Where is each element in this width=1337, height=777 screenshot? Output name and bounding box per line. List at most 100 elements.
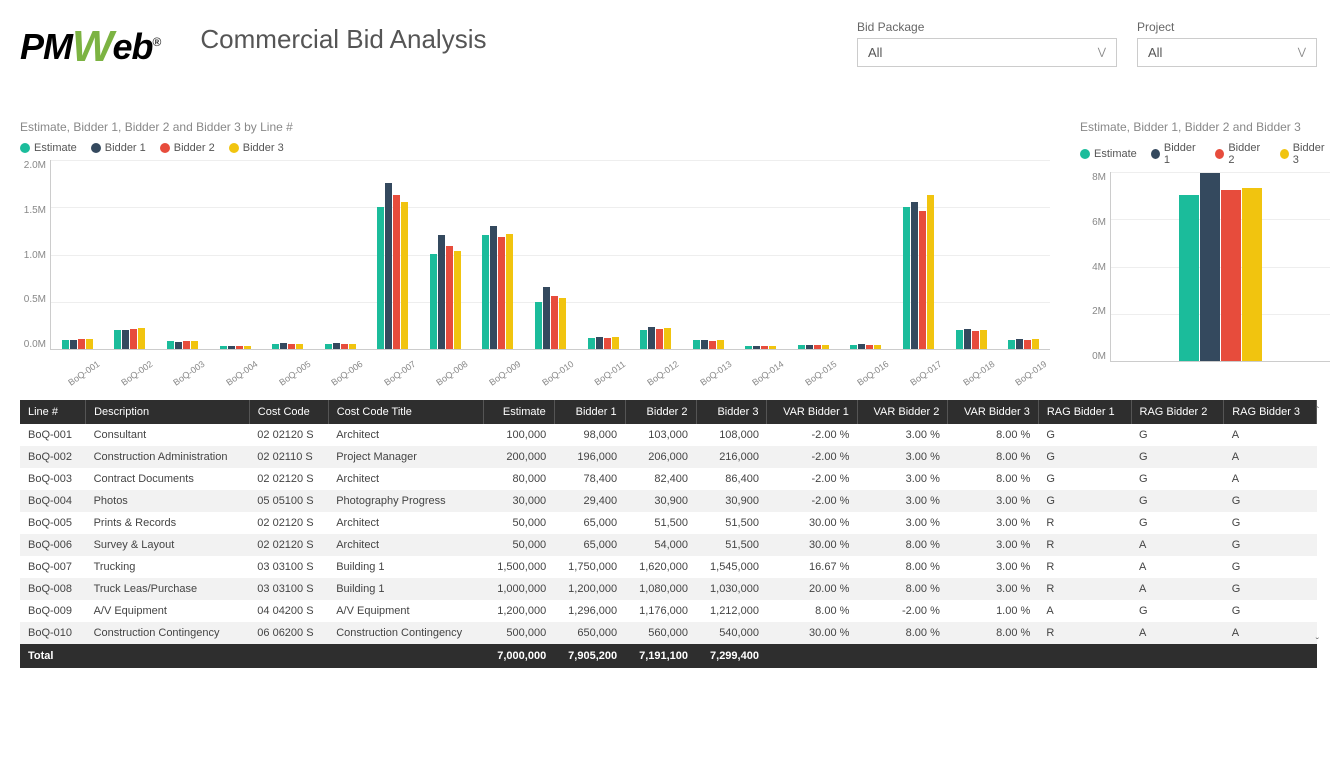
- bar[interactable]: [349, 344, 356, 349]
- bar[interactable]: [664, 328, 671, 349]
- filter-bid-package-select[interactable]: All ⋁: [857, 38, 1117, 67]
- bar-group[interactable]: [104, 328, 157, 349]
- bar[interactable]: [1032, 339, 1039, 349]
- bar[interactable]: [183, 341, 190, 349]
- bar[interactable]: [130, 329, 137, 349]
- bar[interactable]: [122, 330, 129, 349]
- bar-group[interactable]: [472, 226, 525, 349]
- bar[interactable]: [761, 346, 768, 349]
- bar[interactable]: [604, 338, 611, 349]
- bar-group[interactable]: [945, 329, 998, 349]
- bar[interactable]: [911, 202, 918, 349]
- bar[interactable]: [1200, 173, 1220, 361]
- bar[interactable]: [596, 337, 603, 349]
- bar[interactable]: [1024, 340, 1031, 349]
- bar[interactable]: [377, 207, 384, 350]
- bar[interactable]: [280, 343, 287, 349]
- column-header[interactable]: Cost Code: [249, 400, 328, 424]
- bar[interactable]: [401, 202, 408, 349]
- column-header[interactable]: Line #: [20, 400, 86, 424]
- bar[interactable]: [874, 345, 881, 349]
- column-header[interactable]: Bidder 1: [554, 400, 625, 424]
- bar[interactable]: [640, 330, 647, 349]
- bar[interactable]: [175, 342, 182, 349]
- bar[interactable]: [296, 344, 303, 349]
- bar[interactable]: [656, 329, 663, 349]
- bar[interactable]: [78, 339, 85, 349]
- column-header[interactable]: Estimate: [483, 400, 554, 424]
- legend-item[interactable]: Bidder 3: [1280, 142, 1330, 166]
- bar[interactable]: [446, 246, 453, 349]
- legend-item[interactable]: Estimate: [1080, 142, 1137, 166]
- table-row[interactable]: BoQ-007Trucking03 03100 SBuilding 11,500…: [20, 556, 1317, 578]
- column-header[interactable]: Bidder 2: [625, 400, 696, 424]
- bar[interactable]: [220, 346, 227, 349]
- bar[interactable]: [430, 254, 437, 349]
- bar[interactable]: [551, 296, 558, 349]
- bar[interactable]: [1179, 195, 1199, 361]
- bar[interactable]: [919, 211, 926, 349]
- bar[interactable]: [490, 226, 497, 349]
- legend-item[interactable]: Bidder 2: [1215, 142, 1265, 166]
- legend-item[interactable]: Bidder 1: [91, 142, 146, 154]
- bar[interactable]: [701, 340, 708, 350]
- bar-group[interactable]: [261, 343, 314, 349]
- table-row[interactable]: BoQ-008Truck Leas/Purchase03 03100 SBuil…: [20, 578, 1317, 600]
- bar[interactable]: [588, 338, 595, 349]
- bar-group[interactable]: [1111, 173, 1330, 361]
- bar[interactable]: [1008, 340, 1015, 350]
- table-row[interactable]: BoQ-010Construction Contingency06 06200 …: [20, 622, 1317, 644]
- table-row[interactable]: BoQ-006Survey & Layout02 02120 SArchitec…: [20, 534, 1317, 556]
- legend-item[interactable]: Bidder 3: [229, 142, 284, 154]
- bar[interactable]: [972, 331, 979, 349]
- column-header[interactable]: VAR Bidder 1: [767, 400, 857, 424]
- bar[interactable]: [333, 343, 340, 349]
- legend-item[interactable]: Estimate: [20, 142, 77, 154]
- bar[interactable]: [648, 327, 655, 349]
- column-header[interactable]: RAG Bidder 1: [1038, 400, 1131, 424]
- bar[interactable]: [693, 340, 700, 349]
- bar[interactable]: [798, 345, 805, 349]
- bar[interactable]: [498, 237, 505, 349]
- bar[interactable]: [438, 235, 445, 349]
- bar[interactable]: [341, 344, 348, 349]
- bar[interactable]: [1221, 190, 1241, 361]
- bar[interactable]: [745, 346, 752, 349]
- bar-group[interactable]: [997, 339, 1050, 349]
- scroll-up-icon[interactable]: ˆ: [1316, 406, 1319, 417]
- bar-group[interactable]: [524, 287, 577, 349]
- scroll-down-icon[interactable]: ˬ: [1316, 629, 1319, 640]
- bar-group[interactable]: [366, 183, 419, 349]
- bar[interactable]: [858, 344, 865, 349]
- bar[interactable]: [62, 340, 69, 350]
- bar-group[interactable]: [892, 195, 945, 349]
- bar[interactable]: [228, 346, 235, 349]
- bar[interactable]: [393, 195, 400, 349]
- bar[interactable]: [814, 345, 821, 349]
- column-header[interactable]: VAR Bidder 3: [948, 400, 1038, 424]
- column-header[interactable]: RAG Bidder 2: [1131, 400, 1224, 424]
- bar[interactable]: [325, 344, 332, 349]
- bar[interactable]: [964, 329, 971, 349]
- bar-group[interactable]: [577, 337, 630, 349]
- bar[interactable]: [1242, 188, 1262, 361]
- bar[interactable]: [927, 195, 934, 349]
- bar[interactable]: [850, 345, 857, 349]
- column-header[interactable]: Bidder 3: [696, 400, 767, 424]
- bar[interactable]: [535, 302, 542, 350]
- bar[interactable]: [980, 330, 987, 349]
- bar[interactable]: [272, 344, 279, 349]
- column-header[interactable]: RAG Bidder 3: [1224, 400, 1317, 424]
- bar[interactable]: [114, 330, 121, 349]
- bar-group[interactable]: [419, 235, 472, 349]
- bar[interactable]: [288, 344, 295, 349]
- bar[interactable]: [753, 346, 760, 349]
- bar[interactable]: [70, 340, 77, 349]
- bar[interactable]: [903, 207, 910, 350]
- bar[interactable]: [236, 346, 243, 349]
- bar-group[interactable]: [156, 341, 209, 349]
- bar-group[interactable]: [314, 343, 367, 349]
- bar[interactable]: [956, 330, 963, 349]
- bar[interactable]: [244, 346, 251, 349]
- legend-item[interactable]: Bidder 2: [160, 142, 215, 154]
